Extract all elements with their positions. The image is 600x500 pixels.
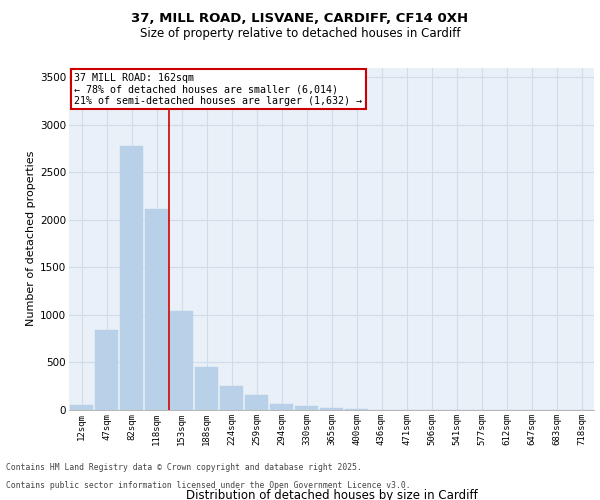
Text: 37, MILL ROAD, LISVANE, CARDIFF, CF14 0XH: 37, MILL ROAD, LISVANE, CARDIFF, CF14 0X… bbox=[131, 12, 469, 26]
Text: Contains HM Land Registry data © Crown copyright and database right 2025.: Contains HM Land Registry data © Crown c… bbox=[6, 464, 362, 472]
Bar bbox=[70, 405, 93, 410]
Bar bbox=[320, 408, 343, 410]
Bar bbox=[145, 210, 168, 410]
Bar bbox=[295, 406, 318, 410]
X-axis label: Distribution of detached houses by size in Cardiff: Distribution of detached houses by size … bbox=[185, 490, 478, 500]
Bar bbox=[220, 386, 243, 410]
Text: Size of property relative to detached houses in Cardiff: Size of property relative to detached ho… bbox=[140, 28, 460, 40]
Y-axis label: Number of detached properties: Number of detached properties bbox=[26, 151, 36, 326]
Bar bbox=[345, 409, 368, 410]
Bar bbox=[270, 404, 293, 410]
Text: Contains public sector information licensed under the Open Government Licence v3: Contains public sector information licen… bbox=[6, 481, 410, 490]
Bar bbox=[170, 311, 193, 410]
Text: 37 MILL ROAD: 162sqm
← 78% of detached houses are smaller (6,014)
21% of semi-de: 37 MILL ROAD: 162sqm ← 78% of detached h… bbox=[74, 72, 362, 106]
Bar bbox=[95, 330, 118, 410]
Bar bbox=[245, 396, 268, 410]
Bar bbox=[120, 146, 143, 410]
Bar bbox=[195, 367, 218, 410]
